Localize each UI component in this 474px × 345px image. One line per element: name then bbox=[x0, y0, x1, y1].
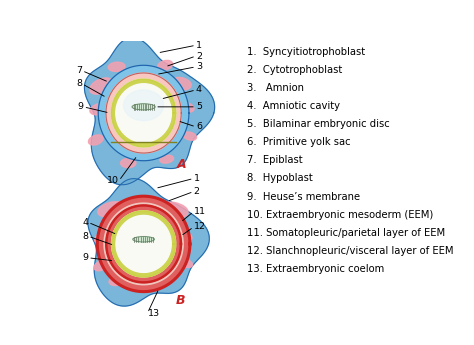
Ellipse shape bbox=[90, 104, 108, 115]
Text: 1: 1 bbox=[194, 174, 200, 183]
Ellipse shape bbox=[109, 276, 124, 286]
Ellipse shape bbox=[124, 90, 164, 121]
Text: 12. Slanchnopleuric/visceral layer of EEM: 12. Slanchnopleuric/visceral layer of EE… bbox=[247, 246, 453, 256]
Text: 2.  Cytotrophoblast: 2. Cytotrophoblast bbox=[247, 65, 342, 75]
Text: 8.  Hypoblast: 8. Hypoblast bbox=[247, 174, 312, 184]
Text: A: A bbox=[177, 158, 187, 171]
Text: 9: 9 bbox=[78, 102, 83, 111]
Text: 4: 4 bbox=[82, 218, 88, 227]
Polygon shape bbox=[116, 84, 172, 142]
Text: 8: 8 bbox=[82, 232, 88, 241]
Polygon shape bbox=[111, 79, 176, 147]
Text: 6.  Primitive yolk sac: 6. Primitive yolk sac bbox=[247, 137, 350, 147]
Text: 7.  Epiblast: 7. Epiblast bbox=[247, 155, 302, 165]
Ellipse shape bbox=[178, 102, 194, 112]
Text: 11. Somatopleuric/parietal layer of EEM: 11. Somatopleuric/parietal layer of EEM bbox=[247, 228, 445, 238]
Text: 1.  Syncyitiotrophoblast: 1. Syncyitiotrophoblast bbox=[247, 47, 365, 57]
Ellipse shape bbox=[183, 132, 197, 140]
Text: 3.   Amnion: 3. Amnion bbox=[247, 83, 304, 93]
Polygon shape bbox=[106, 205, 181, 283]
Ellipse shape bbox=[175, 231, 192, 241]
Text: 9: 9 bbox=[82, 253, 88, 262]
Polygon shape bbox=[116, 215, 171, 273]
Text: 13: 13 bbox=[147, 309, 160, 318]
Text: 8: 8 bbox=[76, 79, 82, 88]
Polygon shape bbox=[97, 196, 190, 292]
Text: 5: 5 bbox=[196, 102, 202, 111]
Ellipse shape bbox=[94, 260, 109, 271]
Polygon shape bbox=[111, 211, 176, 277]
Polygon shape bbox=[98, 65, 189, 161]
Polygon shape bbox=[111, 79, 176, 147]
Ellipse shape bbox=[160, 155, 173, 163]
Polygon shape bbox=[111, 211, 176, 277]
Text: 6: 6 bbox=[196, 122, 202, 131]
Text: 1: 1 bbox=[196, 41, 202, 50]
Ellipse shape bbox=[120, 158, 136, 168]
Ellipse shape bbox=[95, 232, 112, 244]
Ellipse shape bbox=[90, 78, 113, 94]
Text: 10: 10 bbox=[107, 176, 119, 185]
Polygon shape bbox=[106, 73, 181, 153]
Ellipse shape bbox=[170, 77, 191, 90]
Ellipse shape bbox=[179, 259, 192, 267]
Text: 11: 11 bbox=[194, 207, 206, 216]
Polygon shape bbox=[88, 179, 210, 306]
Polygon shape bbox=[104, 203, 183, 285]
Text: 7: 7 bbox=[76, 66, 82, 75]
Text: 2: 2 bbox=[196, 51, 202, 60]
Text: 9.  Heuse’s membrane: 9. Heuse’s membrane bbox=[247, 191, 360, 201]
Ellipse shape bbox=[108, 62, 125, 71]
Text: 10. Extraembryonic mesoderm (EEM): 10. Extraembryonic mesoderm (EEM) bbox=[247, 210, 433, 220]
Ellipse shape bbox=[89, 135, 103, 145]
Ellipse shape bbox=[133, 237, 155, 242]
Text: 4: 4 bbox=[196, 86, 202, 95]
Text: 3: 3 bbox=[196, 62, 202, 71]
Polygon shape bbox=[84, 38, 215, 185]
Ellipse shape bbox=[160, 275, 173, 283]
Ellipse shape bbox=[132, 104, 155, 110]
Text: 4.  Amniotic cavity: 4. Amniotic cavity bbox=[247, 101, 340, 111]
Text: 13. Extraembryonic coelom: 13. Extraembryonic coelom bbox=[247, 264, 384, 274]
Text: 2: 2 bbox=[194, 187, 200, 196]
Ellipse shape bbox=[158, 60, 173, 70]
Text: B: B bbox=[176, 294, 185, 307]
Text: 5.  Bilaminar embryonic disc: 5. Bilaminar embryonic disc bbox=[247, 119, 390, 129]
Ellipse shape bbox=[98, 202, 125, 217]
Ellipse shape bbox=[158, 202, 188, 218]
Text: 12: 12 bbox=[194, 223, 206, 231]
